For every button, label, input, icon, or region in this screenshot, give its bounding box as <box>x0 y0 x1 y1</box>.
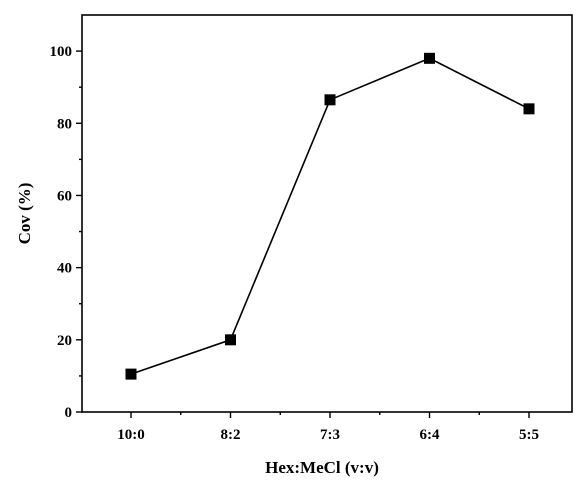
plot-frame <box>81 14 573 413</box>
data-point-marker <box>225 334 236 346</box>
y-axis-title: Cov (%) <box>15 183 34 245</box>
y-tick-label: 20 <box>57 333 72 349</box>
x-tick-label: 8:2 <box>221 427 241 443</box>
x-axis: 10:0 8:2 7:3 6:4 5:5 <box>117 412 539 443</box>
x-axis-title: Hex:MeCl (v:v) <box>265 458 379 477</box>
x-tick-label: 7:3 <box>320 427 340 443</box>
data-point-marker <box>424 52 435 64</box>
data-point-marker <box>324 94 336 106</box>
y-tick-label: 0 <box>65 405 73 421</box>
data-point-marker <box>125 368 137 380</box>
series-line <box>130 57 530 375</box>
x-tick-label: 5:5 <box>519 427 539 443</box>
data-markers <box>125 52 535 380</box>
y-tick-label: 80 <box>57 116 72 132</box>
x-tick-label: 10:0 <box>117 427 145 443</box>
y-tick-label: 60 <box>57 188 72 204</box>
y-tick-label: 40 <box>57 261 72 277</box>
y-axis: 0 20 40 60 80 100 <box>50 44 82 421</box>
data-point-marker <box>523 103 535 115</box>
y-tick-label: 100 <box>50 44 73 60</box>
x-tick-label: 6:4 <box>420 427 440 443</box>
